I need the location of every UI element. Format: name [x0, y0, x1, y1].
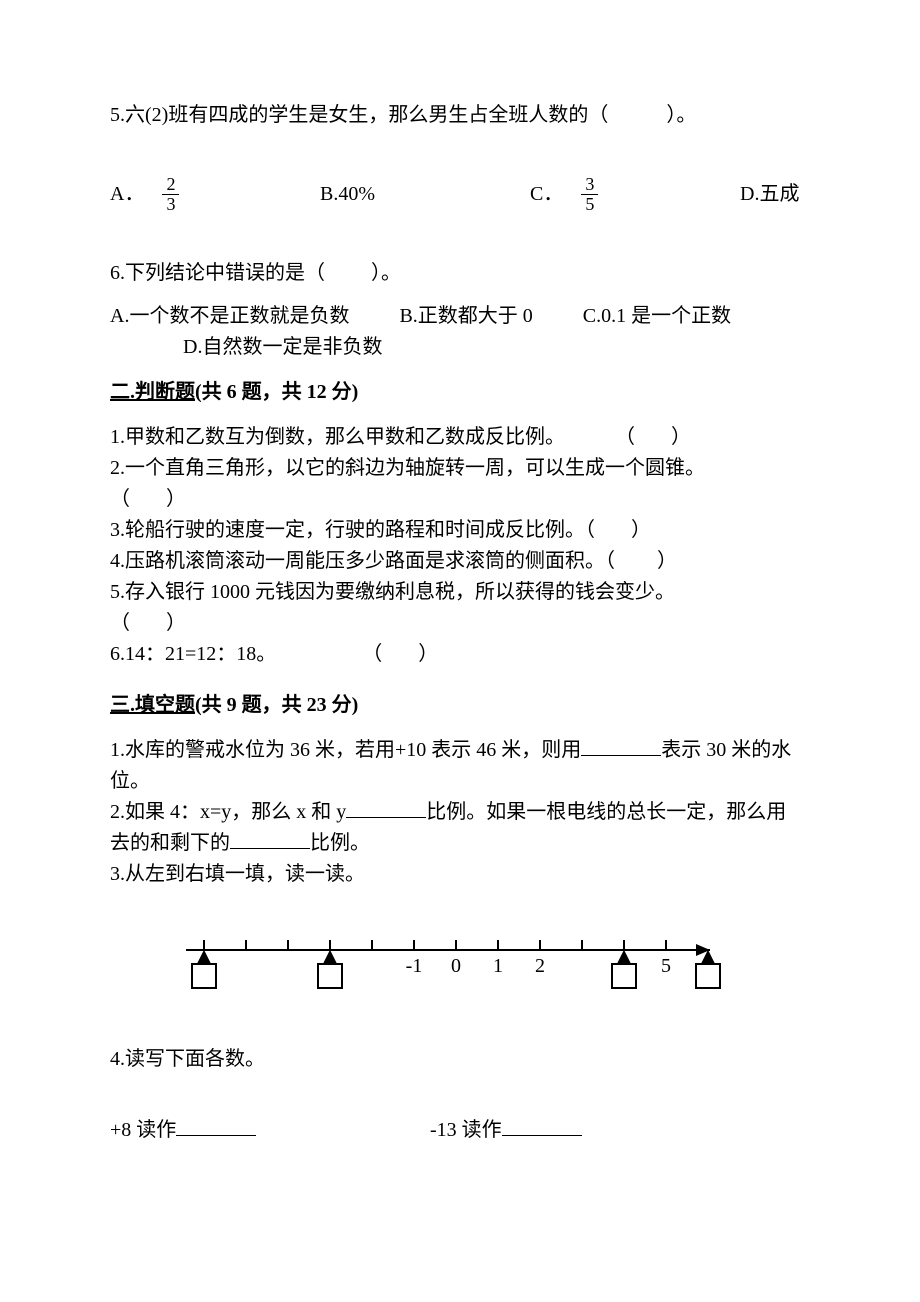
reading-blank-2[interactable] — [502, 1115, 582, 1136]
judge-6: 6.14：21=12：18。 （） — [110, 639, 810, 670]
q5-text-end: ）。 — [666, 104, 696, 126]
fill-4: 4.读写下面各数。 — [110, 1044, 810, 1075]
nl-box-1 — [192, 952, 216, 988]
nl-label-2: 2 — [535, 955, 545, 977]
fill-2-blank-2[interactable] — [230, 828, 310, 849]
fill-3: 3.从左到右填一填，读一读。 — [110, 859, 810, 890]
judge-3: 3.轮船行驶的速度一定，行驶的路程和时间成反比例。（） — [110, 515, 810, 546]
judge-4: 4.压路机滚筒滚动一周能压多少路面是求滚筒的侧面积。（） — [110, 546, 810, 577]
reading-row-1: +8 读作 -13 读作 — [110, 1115, 810, 1146]
section-2-title: 二.判断题(共 6 题，共 12 分) — [110, 377, 810, 408]
judge-5: 5.存入银行 1000 元钱因为要缴纳利息税，所以获得的钱会变少。 （） — [110, 577, 810, 639]
nl-label-1: 1 — [493, 955, 503, 977]
judge-2: 2.一个直角三角形，以它的斜边为轴旋转一周，可以生成一个圆锥。 （） — [110, 453, 810, 515]
nl-label-0: 0 — [451, 955, 461, 977]
q5-option-c[interactable]: C． 3 5 — [530, 175, 740, 214]
nl-box-4 — [696, 952, 720, 988]
fill-2: 2.如果 4：x=y，那么 x 和 y比例。如果一根电线的总长一定，那么用 去的… — [110, 797, 810, 859]
q6-option-c[interactable]: C.0.1 是一个正数 — [583, 305, 731, 327]
q5-option-a[interactable]: A． 2 3 — [110, 175, 320, 214]
question-5: 5.六(2)班有四成的学生是女生，那么男生占全班人数的（ ）。 — [110, 100, 810, 131]
section-3-title: 三.填空题(共 9 题，共 23 分) — [110, 690, 810, 721]
q5-option-b[interactable]: B.40% — [320, 179, 530, 210]
q6-text: 6.下列结论中错误的是（ — [110, 262, 325, 284]
fraction-3-5: 3 5 — [581, 175, 598, 214]
nl-label-neg1: -1 — [406, 955, 423, 977]
q6-options: A.一个数不是正数就是负数 B.正数都大于 0 C.0.1 是一个正数 D.自然… — [110, 301, 810, 363]
q6-blank[interactable] — [330, 262, 366, 284]
question-6: 6.下列结论中错误的是（ ）。 — [110, 258, 810, 289]
nl-box-3 — [612, 952, 636, 988]
exam-page: 5.六(2)班有四成的学生是女生，那么男生占全班人数的（ ）。 A． 2 3 B… — [0, 0, 920, 1302]
number-line-diagram: -1 0 1 2 5 — [110, 912, 810, 1008]
fraction-2-3: 2 3 — [162, 175, 179, 214]
fill-1: 1.水库的警戒水位为 36 米，若用+10 表示 46 米，则用表示 30 米的… — [110, 735, 810, 797]
q6-option-a[interactable]: A.一个数不是正数就是负数 — [110, 305, 349, 327]
q6-option-d[interactable]: D.自然数一定是非负数 — [183, 336, 382, 358]
q6-option-b[interactable]: B.正数都大于 0 — [399, 305, 532, 327]
q6-text-end: ）。 — [371, 262, 401, 284]
judge-1: 1.甲数和乙数互为倒数，那么甲数和乙数成反比例。 （） — [110, 422, 810, 453]
fill-1-blank[interactable] — [581, 735, 661, 756]
q5-option-d[interactable]: D.五成 — [740, 179, 799, 210]
q5-blank[interactable] — [613, 104, 661, 126]
fill-2-blank-1[interactable] — [346, 797, 426, 818]
q5-text: 5.六(2)班有四成的学生是女生，那么男生占全班人数的（ — [110, 104, 608, 126]
q5-options: A． 2 3 B.40% C． 3 5 D.五成 — [110, 175, 810, 214]
nl-label-5: 5 — [661, 955, 671, 977]
nl-box-2 — [318, 952, 342, 988]
reading-blank-1[interactable] — [176, 1115, 256, 1136]
